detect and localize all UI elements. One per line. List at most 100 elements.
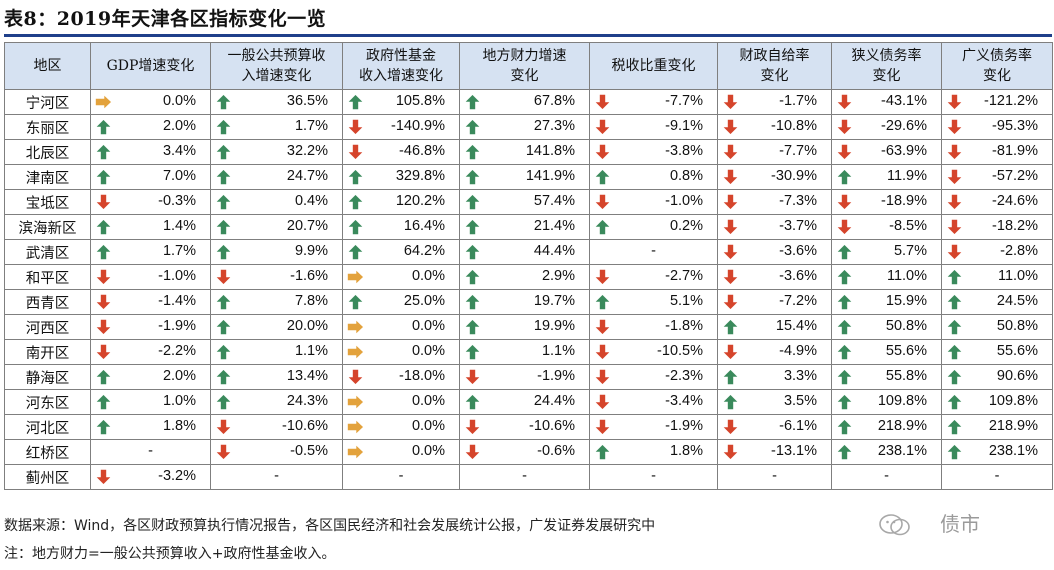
value-cell: -4.9% [717, 339, 832, 365]
arrow-up-icon [95, 169, 112, 185]
arrow-down-icon [464, 444, 481, 460]
value-cell: -18.2% [941, 214, 1053, 240]
column-header: 地方财力增速 变化 [459, 42, 590, 90]
arrow-down-icon [594, 369, 611, 385]
region-cell: 红桥区 [4, 439, 91, 465]
value-cell: -10.5% [589, 339, 718, 365]
value-cell: - [459, 464, 590, 490]
column-header: 地区 [4, 42, 91, 90]
arrow-down-icon [946, 219, 963, 235]
value-cell: -1.0% [90, 264, 211, 290]
arrow-up-icon [836, 319, 853, 335]
arrow-down-icon [95, 344, 112, 360]
value-cell: 0.0% [90, 89, 211, 115]
region-cell: 北辰区 [4, 139, 91, 165]
arrow-right-icon [347, 269, 364, 285]
cell-value: 329.8% [395, 168, 445, 184]
cell-value: 21.4% [533, 218, 575, 234]
value-cell: -10.6% [459, 414, 590, 440]
cell-value: 24.4% [533, 393, 575, 409]
value-cell: 329.8% [342, 164, 460, 190]
region-cell: 静海区 [4, 364, 91, 390]
arrow-down-icon [722, 144, 739, 160]
value-cell: 21.4% [459, 214, 590, 240]
column-header-line: 狭义债务率 [851, 48, 922, 64]
cell-value: - [398, 468, 404, 484]
value-cell: 238.1% [941, 439, 1053, 465]
value-cell: 120.2% [342, 189, 460, 215]
arrow-up-icon [215, 244, 232, 260]
value-cell: 55.6% [831, 339, 942, 365]
cell-value: 1.8% [162, 418, 196, 434]
cell-value: -9.1% [665, 118, 703, 134]
arrow-down-icon [594, 144, 611, 160]
arrow-up-icon [836, 244, 853, 260]
value-cell: 0.4% [210, 189, 343, 215]
value-cell: 7.0% [90, 164, 211, 190]
arrow-up-icon [464, 269, 481, 285]
column-header-line: 变化 [983, 68, 1011, 84]
region-cell: 南开区 [4, 339, 91, 365]
value-cell: -1.0% [589, 189, 718, 215]
cell-value: 25.0% [403, 293, 445, 309]
arrow-right-icon [347, 444, 364, 460]
arrow-up-icon [215, 319, 232, 335]
arrow-down-icon [594, 344, 611, 360]
cell-value: -3.8% [665, 143, 703, 159]
value-cell: 0.0% [342, 339, 460, 365]
value-cell: 24.7% [210, 164, 343, 190]
arrow-up-icon [836, 394, 853, 410]
cell-value: -63.9% [881, 143, 927, 159]
cell-value: 24.5% [996, 293, 1038, 309]
cell-value: -1.4% [158, 293, 196, 309]
cell-value: 1.8% [669, 443, 703, 459]
cell-value: 105.8% [395, 93, 445, 109]
arrow-down-icon [722, 94, 739, 110]
arrow-down-icon [215, 444, 232, 460]
cell-value: -121.2% [983, 93, 1038, 109]
column-header-line: 收入增速变化 [359, 68, 443, 84]
value-cell: 9.9% [210, 239, 343, 265]
cell-value: 0.8% [669, 168, 703, 184]
arrow-down-icon [722, 294, 739, 310]
arrow-down-icon [95, 269, 112, 285]
cell-value: 50.8% [996, 318, 1038, 334]
arrow-up-icon [836, 344, 853, 360]
value-cell: - [589, 239, 718, 265]
cell-value: 0.0% [162, 93, 196, 109]
table-row: 宁河区 0.0% 36.5% 105.8% 67.8% -7.7% -1.7% -43.1% -… [4, 89, 1053, 115]
value-cell: -0.3% [90, 189, 211, 215]
cell-value: -1.6% [290, 268, 328, 284]
arrow-down-icon [594, 419, 611, 435]
cell-value: - [994, 468, 1000, 484]
arrow-down-icon [836, 194, 853, 210]
column-header-line: 政府性基金 [366, 48, 436, 64]
arrow-up-icon [464, 319, 481, 335]
arrow-up-icon [347, 94, 364, 110]
value-cell: -10.6% [210, 414, 343, 440]
cell-value: 57.4% [533, 193, 575, 209]
value-cell: 1.0% [90, 389, 211, 415]
region-cell: 和平区 [4, 264, 91, 290]
cell-value: -1.7% [779, 93, 817, 109]
table-row: 武清区 1.7% 9.9% 64.2% 44.4% - -3.6% 5.7% -2.8% [4, 239, 1053, 265]
value-cell: 218.9% [831, 414, 942, 440]
value-cell: 24.5% [941, 289, 1053, 315]
arrow-down-icon [946, 94, 963, 110]
arrow-right-icon [347, 319, 364, 335]
column-header: 狭义债务率 变化 [831, 42, 942, 90]
cell-value: 55.6% [885, 343, 927, 359]
cell-value: -10.6% [529, 418, 575, 434]
table-row: 宝坻区 -0.3% 0.4% 120.2% 57.4% -1.0% -7.3% -18.9% -… [4, 189, 1053, 215]
value-cell: 11.0% [831, 264, 942, 290]
value-cell: 5.7% [831, 239, 942, 265]
value-cell: 55.6% [941, 339, 1053, 365]
value-cell: 1.7% [210, 114, 343, 140]
table-row: 河东区 1.0% 24.3% 0.0% 24.4% -3.4% 3.5% 109.8% 109.… [4, 389, 1053, 415]
cell-value: 9.9% [294, 243, 328, 259]
value-cell: -8.5% [831, 214, 942, 240]
cell-value: 7.8% [294, 293, 328, 309]
cell-value: -18.0% [399, 368, 445, 384]
arrow-up-icon [946, 419, 963, 435]
cell-value: 5.7% [893, 243, 927, 259]
